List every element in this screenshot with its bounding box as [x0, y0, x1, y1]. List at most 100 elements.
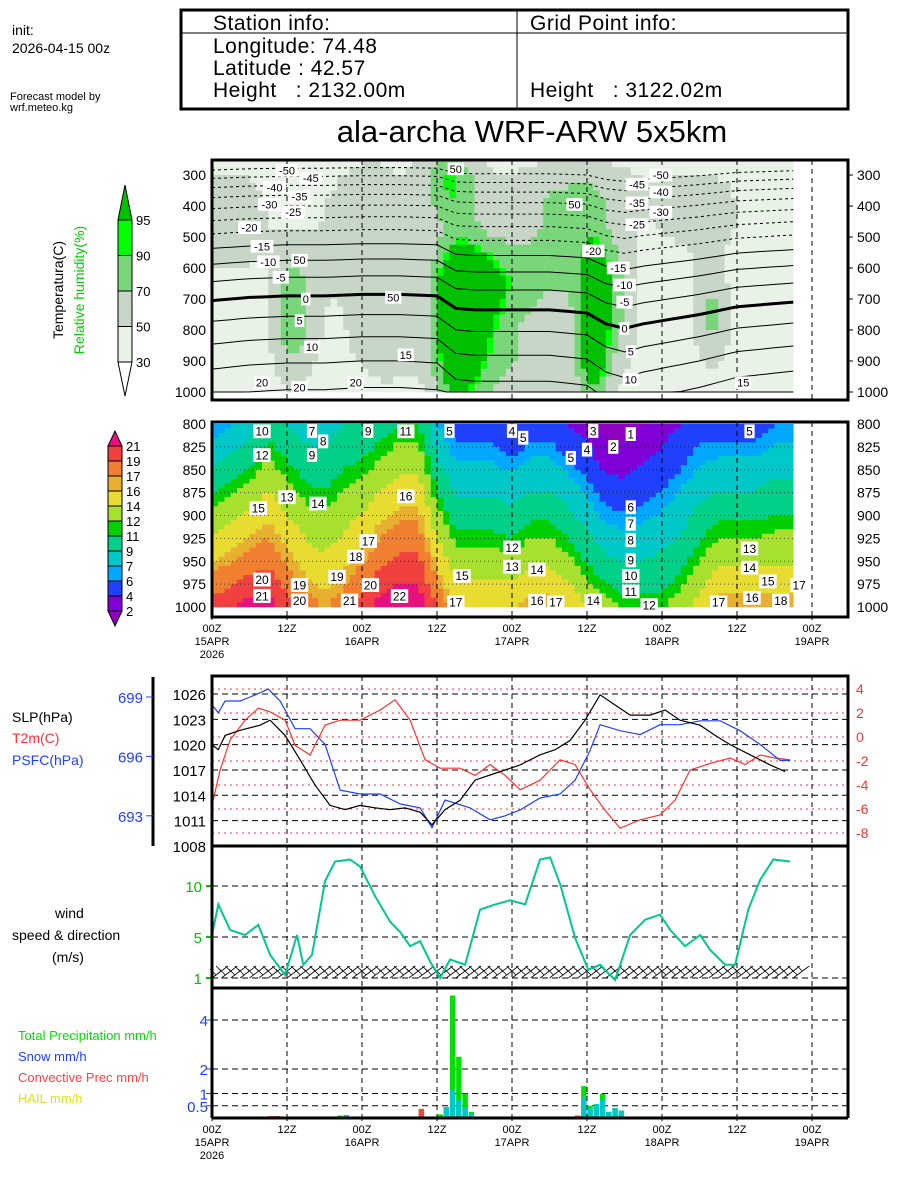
rh-cell	[224, 167, 232, 176]
temperature-cell	[474, 492, 482, 498]
temperature-cell	[418, 574, 425, 580]
rh-cell	[562, 213, 569, 222]
temperature-cell	[237, 456, 244, 461]
rh-cell	[230, 229, 238, 238]
temperature-cell	[424, 433, 432, 439]
rh-cell	[768, 322, 775, 331]
temperature-cell	[330, 433, 338, 439]
temperature-cell	[280, 478, 288, 484]
rh-cell	[430, 361, 438, 370]
temperature-cell	[468, 570, 475, 576]
rh-cell	[562, 229, 569, 238]
rh-cell	[549, 376, 557, 385]
rh-cell	[343, 160, 350, 168]
rh-cell	[743, 175, 750, 184]
temperature-cell	[280, 579, 288, 585]
temperature-cell	[424, 510, 432, 516]
temperature-cell	[387, 492, 394, 498]
rh-cell	[593, 221, 600, 230]
rh-cell	[524, 337, 532, 346]
temperature-cell	[249, 524, 257, 530]
rh-cell	[387, 322, 394, 331]
rh-cell	[718, 368, 725, 377]
rh-cell	[218, 361, 225, 370]
rh-cell	[624, 213, 632, 222]
temperature-cell	[355, 593, 363, 599]
temperature-cell	[468, 437, 475, 443]
temperature-cell	[518, 506, 525, 512]
temperature-cell	[299, 446, 307, 452]
temperature-cell	[355, 533, 363, 539]
rh-cell	[649, 283, 657, 292]
temperature-cell	[487, 524, 494, 530]
rh-cell	[337, 175, 344, 184]
temperature-cell	[512, 474, 519, 480]
rh-cell	[587, 376, 594, 385]
rh-cell	[737, 299, 744, 308]
rh-cell	[337, 314, 344, 323]
rh-cell	[505, 182, 513, 191]
rh-cell	[243, 198, 250, 207]
rh-cell	[787, 283, 794, 292]
contour-label: -20	[585, 246, 601, 258]
temperature-cell	[305, 593, 313, 599]
rh-cell	[680, 206, 688, 215]
temperature-cell	[424, 588, 432, 594]
temperature-cell	[274, 556, 282, 562]
rh-cell	[287, 384, 294, 393]
temperature-cell	[362, 488, 369, 493]
temperature-cell	[343, 437, 350, 443]
temperature-cell	[499, 579, 507, 585]
rh-cell	[368, 384, 375, 393]
rh-cell	[343, 206, 350, 215]
rh-cell	[424, 330, 432, 339]
rh-cell	[699, 244, 707, 253]
temperature-cell	[237, 561, 244, 567]
temperature-cell	[518, 584, 525, 589]
rh-cell	[787, 252, 794, 261]
rh-cell	[268, 160, 275, 168]
rh-cell	[512, 221, 519, 230]
temperature-cell	[255, 460, 263, 466]
rh-cell	[499, 221, 507, 230]
rh-cell	[599, 229, 607, 238]
rh-cell	[480, 384, 488, 393]
temperature-cell	[368, 547, 375, 553]
temperature-cell	[230, 579, 238, 585]
contour-label: 0	[621, 323, 627, 335]
temperature-cell	[268, 520, 275, 525]
contour-label-bg	[566, 198, 583, 211]
rh-cell	[562, 330, 569, 339]
rh-cell	[468, 252, 475, 261]
rh-cell	[668, 252, 675, 261]
rh-cell	[424, 299, 432, 308]
rh-cell	[655, 252, 663, 261]
rh-cell	[662, 221, 669, 230]
temperature-cell	[480, 538, 488, 544]
temperature-cell	[324, 474, 332, 480]
temperature-cell	[499, 524, 507, 530]
temperature-cell	[212, 437, 219, 443]
temperature-cell	[212, 574, 219, 580]
rh-cell	[730, 322, 738, 331]
rh-cell	[274, 330, 282, 339]
rh-cell	[287, 182, 294, 191]
temperature-cell	[393, 515, 400, 521]
rh-cell	[430, 260, 438, 269]
temperature-cell	[468, 602, 475, 608]
temperature-cell	[487, 597, 494, 603]
temperature-cell	[505, 492, 513, 498]
rh-cell	[499, 376, 507, 385]
temperature-cell	[468, 451, 475, 457]
temperature-cell	[387, 510, 394, 516]
pressure-tick-label-left: 600	[183, 260, 207, 276]
rh-cell	[618, 306, 625, 315]
temperature-cell	[230, 602, 238, 608]
rh-cell	[293, 376, 300, 385]
contour-label-bg	[263, 181, 286, 194]
rh-cell	[330, 376, 338, 385]
temperature-cell	[343, 520, 350, 525]
rh-cell	[455, 283, 463, 292]
rh-cell	[512, 275, 519, 284]
rh-cell	[287, 221, 294, 230]
